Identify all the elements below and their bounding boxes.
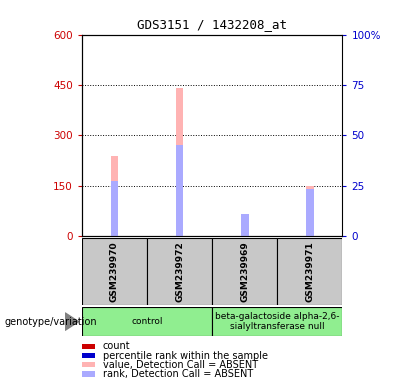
Bar: [306, 187, 314, 236]
Text: GSM239970: GSM239970: [110, 242, 119, 302]
Text: count: count: [103, 341, 131, 351]
Bar: [212, 307, 342, 336]
Title: GDS3151 / 1432208_at: GDS3151 / 1432208_at: [137, 18, 287, 31]
Bar: [110, 156, 118, 236]
Polygon shape: [65, 313, 79, 330]
Text: GSM239972: GSM239972: [175, 241, 184, 302]
Bar: [241, 214, 249, 236]
Text: percentile rank within the sample: percentile rank within the sample: [103, 351, 268, 361]
Bar: [176, 88, 184, 236]
Text: genotype/variation: genotype/variation: [4, 316, 97, 327]
Text: rank, Detection Call = ABSENT: rank, Detection Call = ABSENT: [103, 369, 253, 379]
Bar: [176, 146, 184, 236]
Bar: [110, 181, 118, 236]
Bar: [306, 189, 314, 236]
Bar: [82, 307, 212, 336]
Text: beta-galactoside alpha-2,6-
sialyltransferase null: beta-galactoside alpha-2,6- sialyltransf…: [215, 312, 339, 331]
Bar: [277, 238, 342, 305]
Text: GSM239969: GSM239969: [240, 241, 249, 302]
Bar: [82, 238, 147, 305]
Text: value, Detection Call = ABSENT: value, Detection Call = ABSENT: [103, 360, 258, 370]
Bar: [241, 219, 249, 236]
Bar: [212, 238, 277, 305]
Text: control: control: [131, 317, 163, 326]
Text: GSM239971: GSM239971: [305, 241, 314, 302]
Bar: [147, 238, 212, 305]
